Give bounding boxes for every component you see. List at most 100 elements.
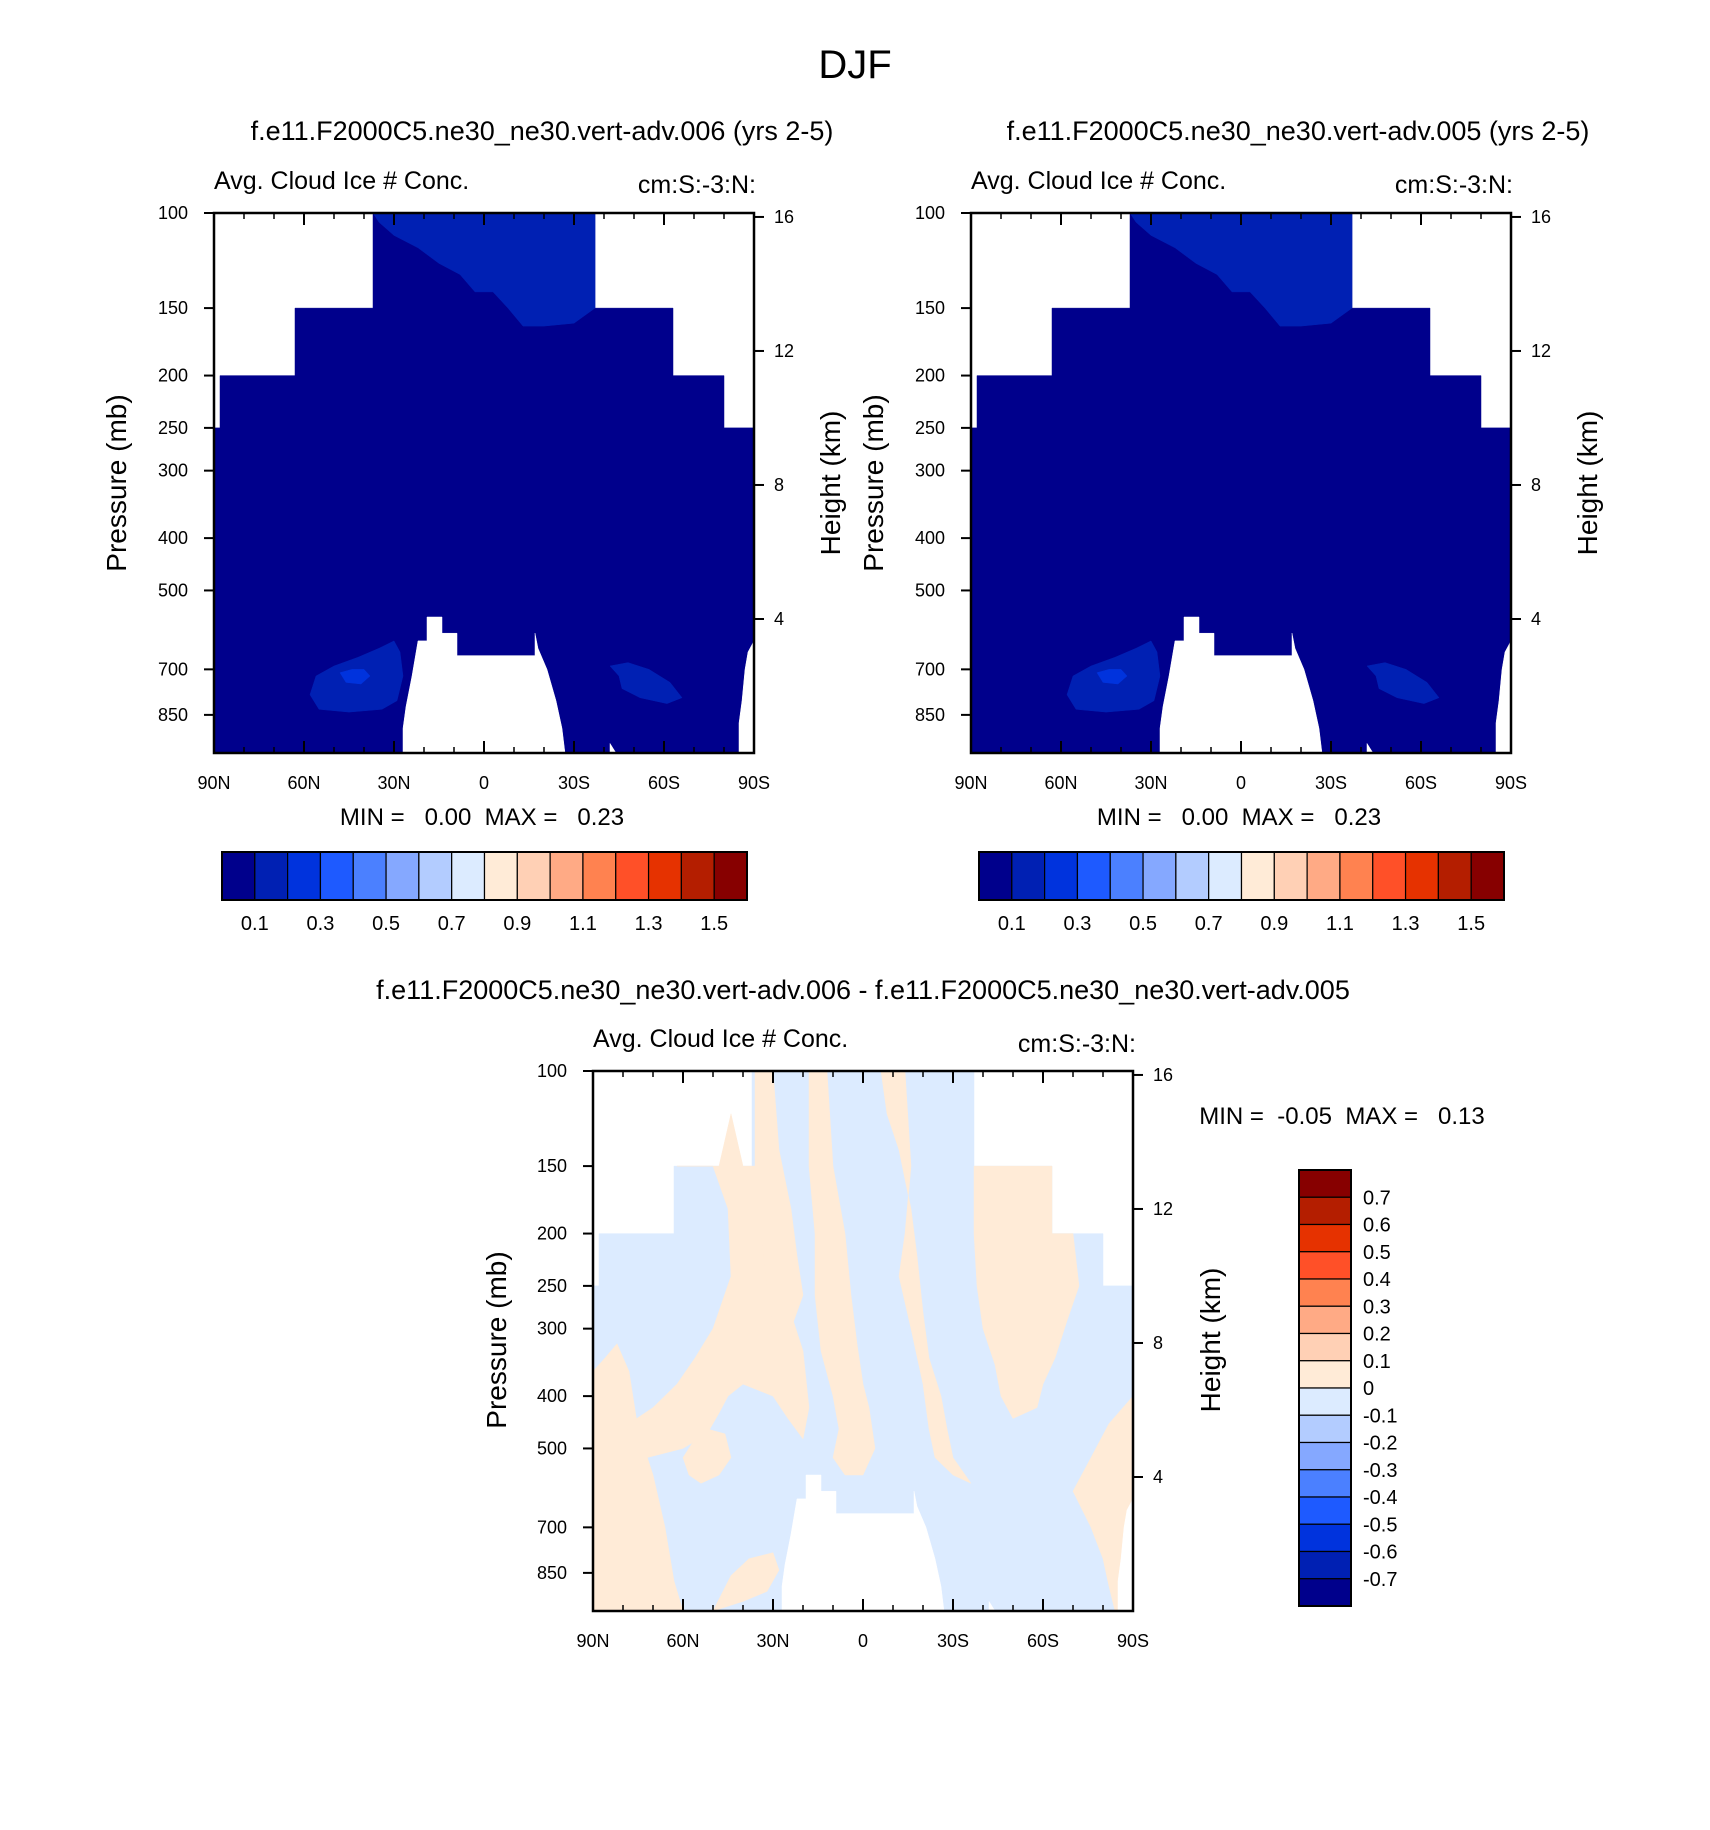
panel-2-y-tick-label: 300 — [915, 461, 945, 481]
panel-1-colorbar-frame — [221, 851, 748, 901]
panel-3-subtitle-left: Avg. Cloud Ice # Conc. — [593, 1025, 848, 1053]
panel-3-colorbar-box — [1298, 1332, 1352, 1362]
panel-1-right-tick-label: 16 — [774, 207, 794, 227]
panel-1-colorbar-box — [352, 851, 387, 901]
panel-1-colorbar-box — [582, 851, 617, 901]
panel-1-colorbar-label: 1.1 — [569, 913, 597, 935]
panel-1-y-tick-label: 150 — [158, 298, 188, 318]
panel-2-colorbar-box — [1372, 851, 1407, 901]
panel-1-colorbar-box — [713, 851, 748, 901]
panel-2-y-tick-label: 200 — [915, 366, 945, 386]
panel-3-colorbar-box — [1298, 1223, 1352, 1253]
panel-1-x-tick-label: 30S — [558, 773, 590, 793]
panel-2-y-tick-label: 500 — [915, 580, 945, 600]
panel-1-colorbar-label: 1.5 — [700, 913, 728, 935]
panel-1-x-tick-label: 0 — [479, 773, 489, 793]
panel-2-colorbar-box — [1273, 851, 1308, 901]
panel-2-colorbar-box — [1470, 851, 1505, 901]
panel-2-colorbar-box — [1175, 851, 1210, 901]
panel-1-subtitle-left: Avg. Cloud Ice # Conc. — [214, 167, 469, 195]
panel-3-colorbar-label: 0.7 — [1363, 1187, 1391, 1209]
panel-3-colorbar-box — [1298, 1550, 1352, 1580]
panel-2-colorbar-box — [1142, 851, 1177, 901]
panel-2-y-tick-label: 250 — [915, 418, 945, 438]
panel-3-colorbar-frame — [1298, 1169, 1352, 1607]
panel-2-right-tick-label: 16 — [1531, 207, 1551, 227]
panel-1-y-tick-label: 100 — [158, 203, 188, 223]
panel-2-title: f.e11.F2000C5.ne30_ne30.vert-adv.005 (yr… — [1007, 116, 1590, 146]
panel-2-min-max: MIN = 0.00 MAX = 0.23 — [1097, 804, 1381, 831]
panel-3-colorbar-label: -0.5 — [1363, 1514, 1397, 1536]
chart-panel-3: f.e11.F2000C5.ne30_ne30.vert-adv.006 - f… — [376, 975, 1485, 1651]
panel-2-x-tick-label: 60S — [1405, 773, 1437, 793]
panel-3-colorbar-box — [1298, 1251, 1352, 1280]
panel-3-colorbar-label: -0.6 — [1363, 1542, 1397, 1564]
panel-1-subtitle-right: cm:S:-3:N: — [638, 171, 756, 199]
panel-3-right-tick-label: 8 — [1153, 1333, 1163, 1353]
panel-3-y-tick-label: 150 — [537, 1156, 567, 1176]
panel-3-y-tick-label: 700 — [537, 1517, 567, 1537]
panel-1-colorbar-box — [418, 851, 453, 901]
panel-1-colorbar-box — [680, 851, 715, 901]
panel-1-colorbar-label: 0.5 — [372, 913, 400, 935]
panel-1-y-tick-label: 850 — [158, 705, 188, 725]
panel-3-y-tick-label: 300 — [537, 1319, 567, 1339]
panel-1-x-tick-label: 60S — [648, 773, 680, 793]
panel-3-x-tick-label: 0 — [858, 1631, 868, 1651]
panel-3-colorbar-box — [1298, 1196, 1352, 1226]
panel-2-colorbar-label: 0.5 — [1129, 913, 1157, 935]
panel-1-terrain-tropics — [402, 616, 566, 754]
panel-1-colorbar-label: 0.3 — [307, 913, 335, 935]
panel-3-field-positive-band — [880, 1070, 972, 1484]
panel-3-colorbar-box — [1298, 1278, 1352, 1307]
panel-2-colorbar-box — [1404, 851, 1439, 901]
panel-2-field-sh-patch — [1366, 662, 1440, 704]
panel-2-subtitle-left: Avg. Cloud Ice # Conc. — [971, 167, 1226, 195]
panel-3-colorbar: 0.7 0.6 0.5 0.4 0.3 0.2 0.1 0 -0.1 -0.2 -0.3 -0.4 -0… — [1298, 1169, 1397, 1607]
panel-1-colorbar-box — [549, 851, 584, 901]
panel-3-colorbar-label: 0 — [1363, 1378, 1374, 1400]
panel-2-x-tick-label: 0 — [1236, 773, 1246, 793]
panel-2-y-tick-label: 100 — [915, 203, 945, 223]
panel-1-colorbar-label: 0.9 — [503, 913, 531, 935]
panel-3-right-tick-label: 12 — [1153, 1199, 1173, 1219]
panel-3-colorbar-label: -0.3 — [1363, 1460, 1397, 1482]
panel-3-field-positive-band — [712, 1552, 780, 1612]
panel-1-colorbar-box — [254, 851, 289, 901]
panel-2-x-tick-label: 30N — [1134, 773, 1167, 793]
panel-3-x-tick-label: 90S — [1117, 1631, 1149, 1651]
panel-2-colorbar-box — [1011, 851, 1046, 901]
panel-2-y-tick-label: 850 — [915, 705, 945, 725]
panel-3-colorbar-label: 0.3 — [1363, 1296, 1391, 1318]
panel-1-x-tick-label: 30N — [377, 773, 410, 793]
panel-1-field-upper-patch — [372, 212, 596, 327]
panel-1-right-axis-label: Height (km) — [815, 411, 846, 556]
panel-2-colorbar-box — [1208, 851, 1243, 901]
panel-3-colorbar-box — [1298, 1523, 1352, 1553]
panel-3-right-tick-label: 4 — [1153, 1467, 1163, 1487]
panel-1-colorbar-box — [483, 851, 518, 901]
panel-1-colorbar-box — [647, 851, 682, 901]
page-title: DJF — [818, 43, 891, 87]
panel-3-field-positive-band — [754, 1070, 804, 1352]
panel-3-y-tick-label: 850 — [537, 1563, 567, 1583]
panel-3-y-tick-label: 200 — [537, 1224, 567, 1244]
panel-2-x-tick-label: 90S — [1495, 773, 1527, 793]
panel-3-colorbar-label: -0.4 — [1363, 1487, 1397, 1509]
panel-3-min-max: MIN = -0.05 MAX = 0.13 — [1199, 1103, 1484, 1130]
panel-1-y-tick-label: 200 — [158, 366, 188, 386]
panel-1-right-tick-label: 4 — [774, 609, 784, 629]
panel-2-colorbar-box — [1437, 851, 1472, 901]
panel-3-colorbar-label: 0.1 — [1363, 1351, 1391, 1373]
panel-3-right-tick-label: 16 — [1153, 1065, 1173, 1085]
panel-3-field-positive-band — [973, 1165, 1080, 1419]
chart-panel-2: f.e11.F2000C5.ne30_ne30.vert-adv.005 (yr… — [858, 116, 1603, 831]
panel-3-colorbar-label: 0.2 — [1363, 1324, 1391, 1346]
panel-1-colorbar-box — [319, 851, 354, 901]
panel-2-colorbar-box — [1109, 851, 1144, 901]
panel-3-y-tick-label: 250 — [537, 1276, 567, 1296]
panel-2-colorbar: 0.1 0.3 0.5 0.7 0.9 1.1 1.3 1.5 — [978, 851, 1505, 935]
panel-3-colorbar-box — [1298, 1414, 1352, 1444]
panel-3-colorbar-box — [1298, 1496, 1352, 1525]
